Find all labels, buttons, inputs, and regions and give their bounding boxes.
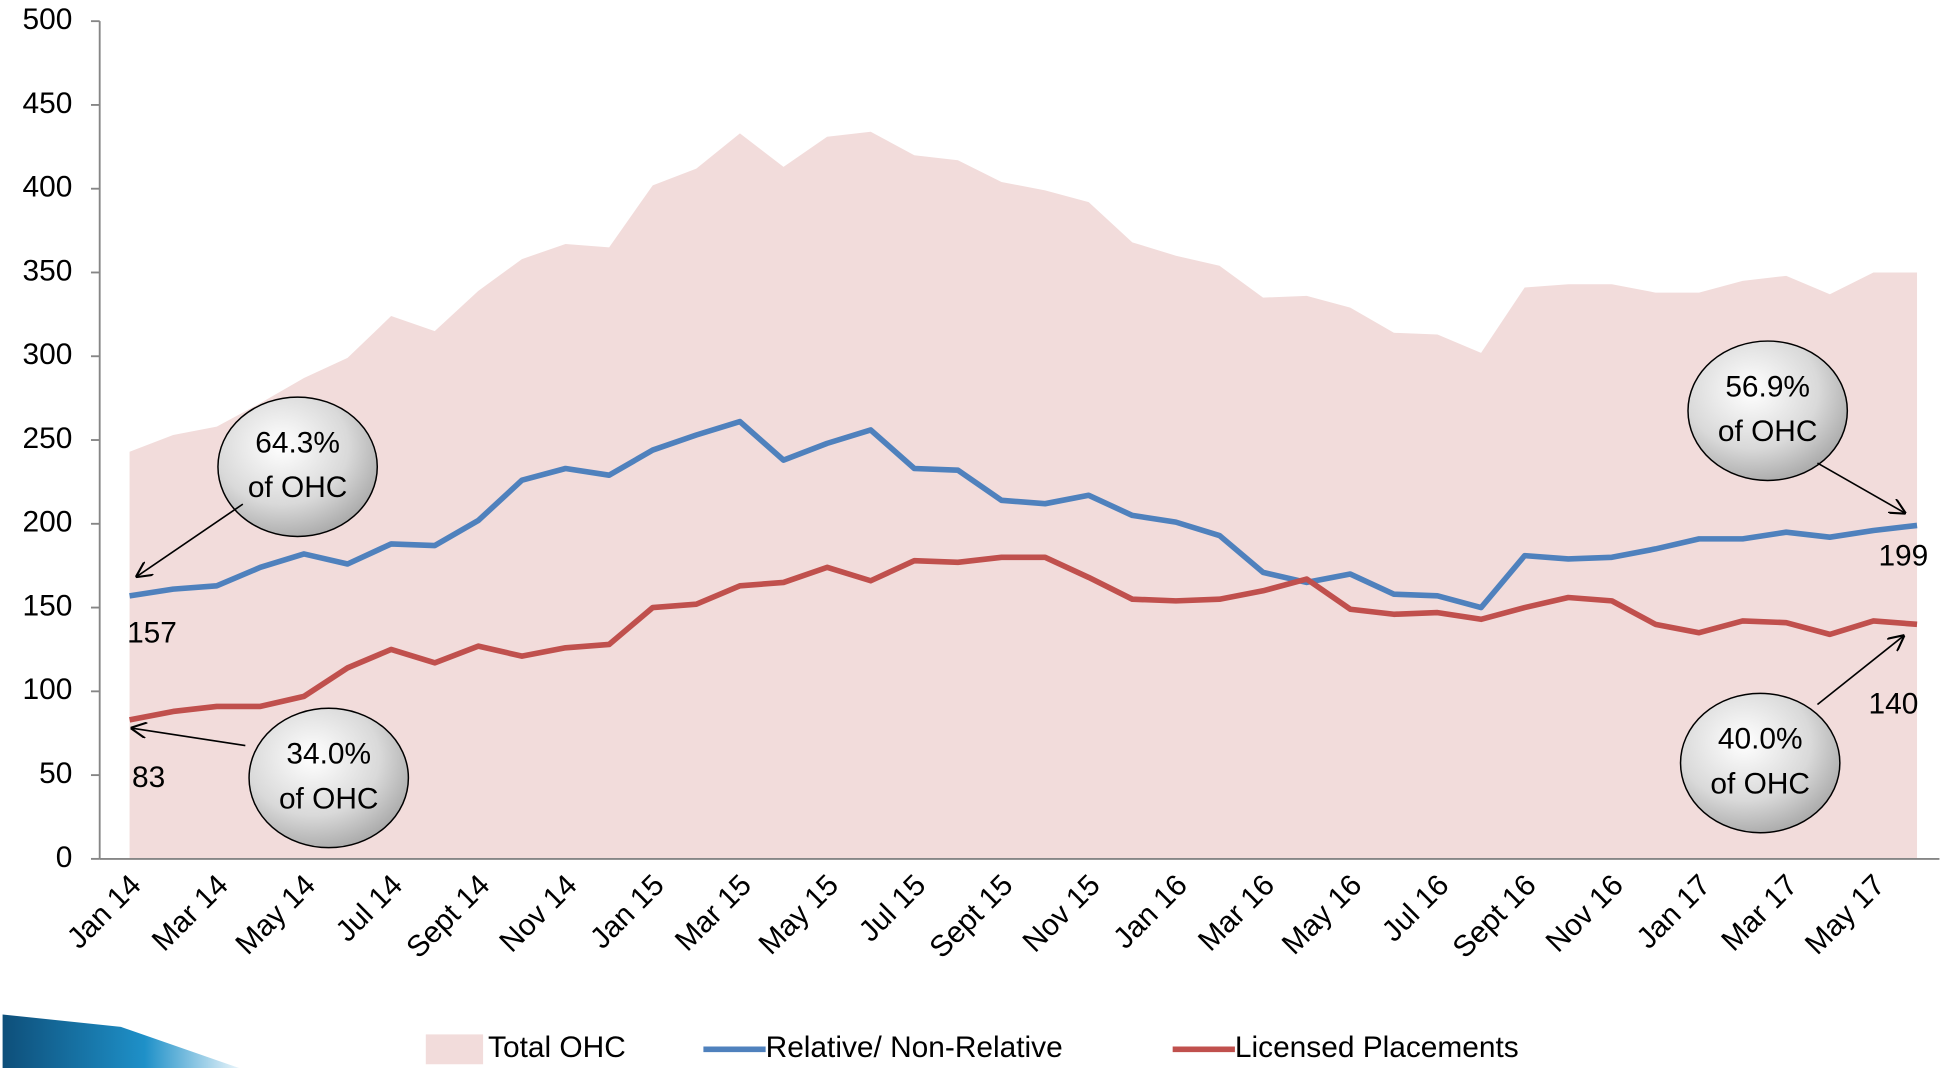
x-tick-label: Jan 14 bbox=[61, 868, 148, 955]
x-tick-label: Nov 16 bbox=[1540, 868, 1630, 958]
x-tick-label: Nov 15 bbox=[1016, 868, 1106, 958]
callout-text: of OHC bbox=[1710, 767, 1810, 800]
y-tick-label: 450 bbox=[22, 87, 72, 120]
data-label: 199 bbox=[1878, 540, 1928, 573]
callout-bubble bbox=[1679, 692, 1841, 834]
callout-arrow bbox=[1817, 462, 1904, 513]
callout-text: 34.0% bbox=[286, 737, 371, 770]
callout-text: of OHC bbox=[248, 471, 348, 504]
callout-arrow bbox=[1816, 636, 1903, 706]
legend-label: Relative/ Non-Relative bbox=[766, 1031, 1063, 1064]
callout-text: 56.9% bbox=[1725, 370, 1810, 403]
y-tick-label: 250 bbox=[22, 422, 72, 455]
callout-text: of OHC bbox=[1718, 415, 1818, 448]
x-tick-label: Mar 14 bbox=[146, 868, 235, 957]
x-tick-label: Jul 15 bbox=[853, 868, 933, 948]
decoration bbox=[2, 1014, 240, 1068]
x-tick-label: Mar 16 bbox=[1192, 868, 1281, 957]
y-tick-label: 500 bbox=[22, 3, 72, 36]
data-label: 157 bbox=[127, 617, 177, 650]
x-tick-label: Jul 14 bbox=[329, 868, 409, 948]
area bbox=[129, 131, 1918, 859]
callout-bubble bbox=[248, 707, 410, 849]
x-tick-label: Jan 15 bbox=[584, 868, 671, 955]
callout-text: 40.0% bbox=[1718, 723, 1803, 756]
x-tick-label: Nov 14 bbox=[493, 868, 583, 958]
legend-swatch bbox=[425, 1034, 484, 1065]
data-label: 140 bbox=[1868, 688, 1918, 721]
y-tick-label: 200 bbox=[22, 506, 72, 539]
x-tick-label: Jan 16 bbox=[1107, 868, 1194, 955]
legend-label: Total OHC bbox=[488, 1031, 626, 1064]
x-tick-label: May 16 bbox=[1276, 868, 1369, 961]
x-tick-label: Mar 17 bbox=[1715, 868, 1804, 957]
y-tick-label: 300 bbox=[22, 338, 72, 371]
x-tick-label: May 14 bbox=[229, 868, 322, 961]
line bbox=[129, 418, 1918, 611]
x-tick-label: Sept 14 bbox=[400, 868, 496, 964]
legend-label: Licensed Placements bbox=[1235, 1031, 1519, 1064]
callout-text: of OHC bbox=[279, 782, 379, 815]
y-tick-label: 0 bbox=[56, 841, 73, 874]
x-tick-label: May 17 bbox=[1799, 868, 1892, 961]
y-tick-label: 100 bbox=[22, 673, 72, 706]
x-tick-label: Sept 15 bbox=[923, 868, 1019, 964]
x-tick-label: May 15 bbox=[753, 868, 846, 961]
x-tick-label: Mar 15 bbox=[669, 868, 758, 957]
callout-bubble bbox=[1687, 340, 1849, 482]
callout-text: 64.3% bbox=[255, 426, 340, 459]
callout-arrow bbox=[132, 728, 246, 747]
y-tick-label: 400 bbox=[22, 171, 72, 204]
line bbox=[129, 554, 1918, 723]
data-label: 83 bbox=[132, 761, 165, 794]
callout-arrow bbox=[137, 503, 244, 576]
y-tick-label: 50 bbox=[39, 757, 72, 790]
x-tick-label: Sept 16 bbox=[1447, 868, 1543, 964]
x-tick-label: Jan 17 bbox=[1630, 868, 1717, 955]
callout-bubble bbox=[217, 396, 379, 538]
y-tick-label: 350 bbox=[22, 254, 72, 287]
x-tick-label: Jul 16 bbox=[1376, 868, 1456, 948]
y-tick-label: 150 bbox=[22, 589, 72, 622]
